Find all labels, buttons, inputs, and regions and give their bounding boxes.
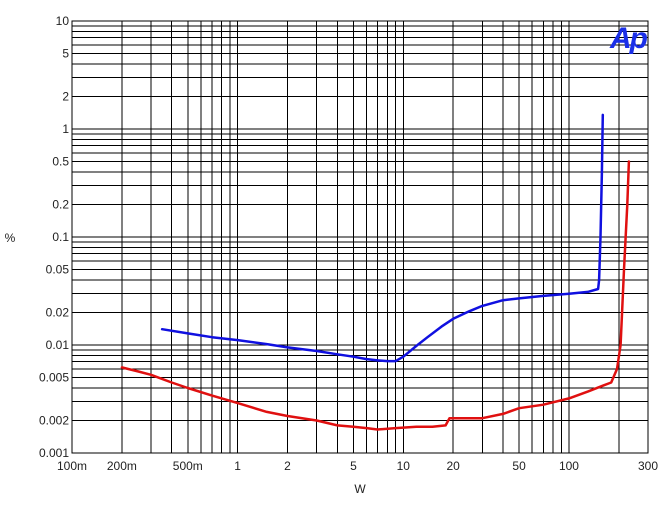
y-tick-label: 0.1 bbox=[52, 230, 69, 244]
y-tick-label: 5 bbox=[62, 47, 69, 61]
x-tick-label: 50 bbox=[512, 459, 526, 473]
x-tick-label: 10 bbox=[397, 459, 411, 473]
y-tick-label: 0.05 bbox=[46, 263, 70, 277]
y-axis-title: % bbox=[5, 231, 16, 245]
series-layer bbox=[120, 113, 631, 431]
x-tick-labels: 100m 200m 500m 1 2 5 10 20 50 100 300 bbox=[57, 459, 658, 473]
y-tick-label: 1 bbox=[62, 122, 69, 136]
series-line-2 bbox=[120, 160, 631, 431]
x-tick-label: 20 bbox=[446, 459, 460, 473]
y-tick-label: 0.005 bbox=[39, 371, 69, 385]
x-tick-label: 1 bbox=[234, 459, 241, 473]
y-tick-label: 0.2 bbox=[52, 197, 69, 211]
x-tick-label: 100m bbox=[57, 459, 87, 473]
grid bbox=[71, 20, 649, 454]
x-tick-label: 5 bbox=[350, 459, 357, 473]
x-tick-label: 500m bbox=[173, 459, 203, 473]
x-axis-title: W bbox=[354, 482, 366, 496]
x-tick-label: 100 bbox=[559, 459, 579, 473]
y-tick-labels: 0.001 0.002 0.005 0.01 0.02 0.05 0.1 0.2 0.5 1 2 5 1… bbox=[39, 14, 69, 460]
y-tick-label: 0.002 bbox=[39, 413, 69, 427]
x-tick-label: 200m bbox=[107, 459, 137, 473]
series-line-1 bbox=[160, 113, 605, 363]
y-tick-label: 0.5 bbox=[52, 155, 69, 169]
x-tick-label: 2 bbox=[284, 459, 291, 473]
ap-logo: Ap bbox=[609, 22, 648, 55]
y-tick-label: 2 bbox=[62, 89, 69, 103]
y-tick-label: 10 bbox=[56, 14, 70, 28]
y-tick-label: 0.01 bbox=[46, 338, 70, 352]
x-tick-label: 300 bbox=[638, 459, 658, 473]
y-tick-label: 0.001 bbox=[39, 446, 69, 460]
plot-frame bbox=[71, 20, 649, 454]
y-tick-label: 0.02 bbox=[46, 305, 70, 319]
